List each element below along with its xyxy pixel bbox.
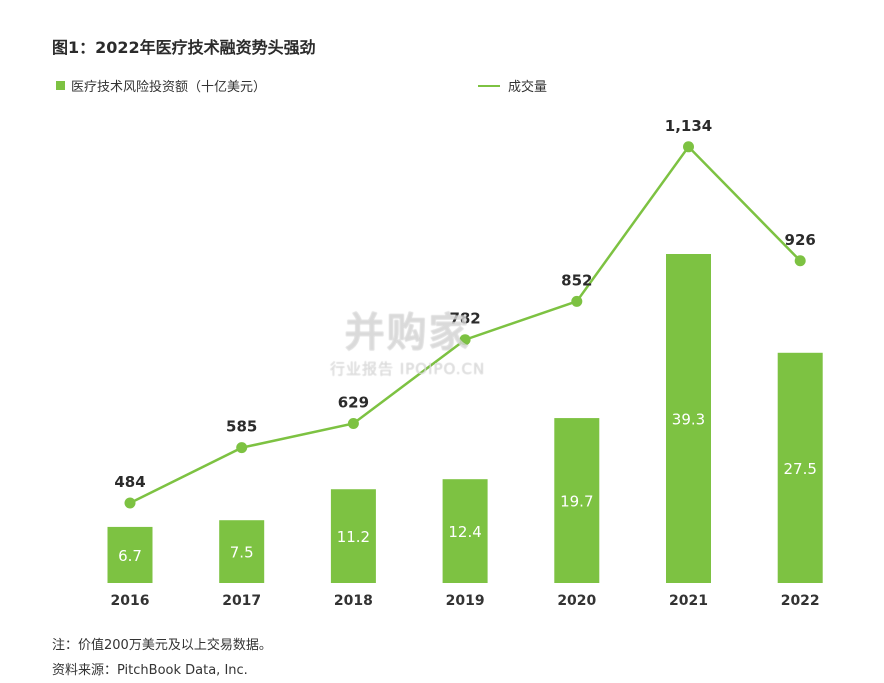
line-point-2016 [124,497,136,509]
line-point-2022 [794,255,806,267]
source-note: 资料来源：PitchBook Data, Inc. [52,663,248,678]
line-point-2021 [683,141,694,153]
line-point-2018 [347,418,359,430]
line-label-2018: 629 [338,394,369,412]
bar-2016 [107,526,153,583]
x-tick-2019: 2019 [446,593,485,609]
footnote: 注：价值200万美元及以上交易数据。 [52,638,272,653]
bar-label-2020: 19.7 [560,493,593,511]
bar-2021 [666,254,711,583]
bar-label-2021: 39.3 [672,411,705,429]
bar-2020 [554,418,600,583]
legend-bar-swatch [56,81,65,90]
bar-label-2019: 12.4 [448,523,481,541]
bar-2018 [330,489,376,583]
x-tick-2020: 2020 [557,593,596,609]
legend-bar-label: 医疗技术风险投资额（十亿美元） [71,80,267,95]
line-point-2019 [459,334,471,346]
x-tick-2017: 2017 [222,593,261,609]
line-label-2016: 484 [114,473,145,491]
line-point-2020 [571,295,583,307]
legend-line-label: 成交量 [508,80,548,95]
bar-label-2017: 7.5 [230,544,254,562]
legend-line-swatch [478,84,500,87]
line-label-2019: 782 [449,310,480,328]
bar-2019 [442,479,488,583]
bar-label-2018: 11.2 [337,528,370,546]
line-label-2020: 852 [561,271,592,289]
line-label-2022: 926 [785,231,816,249]
x-tick-2018: 2018 [334,593,373,609]
chart-title: 图1：2022年医疗技术融资势头强劲 [52,38,316,57]
legend-item-bar: 医疗技术风险投资额（十亿美元） [56,76,266,95]
bar-2022 [777,352,823,583]
bar-2017 [219,520,265,583]
line-label-2021: 1,134 [665,117,712,135]
line-label-2017: 585 [226,418,257,436]
line-point-2017 [236,442,248,454]
bar-label-2016: 6.7 [118,547,142,565]
x-tick-2016: 2016 [111,593,150,609]
legend-item-line: 成交量 [478,76,547,95]
x-tick-2021: 2021 [669,593,708,609]
x-tick-2022: 2022 [781,593,820,609]
bar-label-2022: 27.5 [783,460,816,478]
